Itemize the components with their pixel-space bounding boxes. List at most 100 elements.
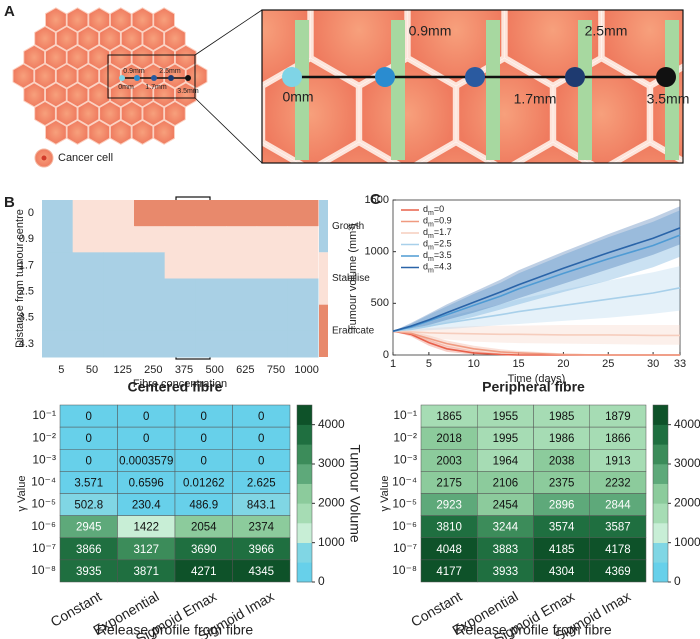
y-axis-label: γ Value <box>379 476 391 512</box>
colorbar-label: Stabilise <box>332 273 370 284</box>
cell <box>99 25 121 52</box>
cell-value: 2106 <box>493 477 519 489</box>
cell <box>420 142 492 163</box>
cell-value: 1865 <box>436 411 462 423</box>
cell <box>66 44 89 70</box>
panel-label: A <box>4 3 15 20</box>
cell <box>45 7 67 33</box>
distance-marker <box>375 67 395 87</box>
y-tick-label: 10⁻⁷ <box>32 541 56 555</box>
colorbar-frame <box>652 404 669 583</box>
heatmap-cell <box>589 559 647 583</box>
colorbar-step <box>297 523 312 543</box>
colorbar-step <box>653 424 668 445</box>
colorbar-step <box>297 444 312 465</box>
cell <box>55 25 78 52</box>
y-axis-label: γ Value <box>16 476 28 512</box>
confidence-band <box>393 331 680 355</box>
heatmap-cell <box>164 252 196 279</box>
distance-label: 2.5mm <box>159 68 181 75</box>
cell-value: 4304 <box>549 566 575 578</box>
colorbar-label: Eradicate <box>332 325 375 336</box>
cell <box>88 119 111 145</box>
cell <box>142 100 165 127</box>
cell <box>131 7 154 33</box>
y-tick-label: 10⁻² <box>32 430 56 444</box>
heatmap-cell <box>256 200 288 227</box>
heatmap-cell <box>256 278 288 306</box>
heatmap-cell <box>103 200 135 227</box>
heatmap-cell <box>232 559 291 583</box>
cell <box>45 82 67 108</box>
cell <box>23 44 46 70</box>
distance-label: 1.7mm <box>514 91 557 107</box>
heatmap-cell <box>134 252 166 279</box>
cell <box>131 119 154 145</box>
colorbar-step <box>297 405 312 425</box>
heatmap-cell <box>226 278 258 306</box>
y-tick-label: 1000 <box>365 246 389 258</box>
heatmap-cell <box>195 226 227 253</box>
cell-value: 1985 <box>549 411 575 423</box>
cell <box>34 100 56 127</box>
cell <box>120 63 143 89</box>
cell <box>456 58 553 163</box>
x-axis-label: Release profile from fibre <box>97 622 254 638</box>
chart-title: Peripheral fibre <box>482 379 585 395</box>
distance-label: 3.5mm <box>177 88 199 95</box>
distance-marker <box>134 75 140 81</box>
heatmap-cell <box>256 330 288 358</box>
cell-value: 2003 <box>436 455 462 467</box>
line <box>392 227 681 332</box>
x-tick-label: 5 <box>58 364 64 376</box>
x-tick-label: 125 <box>113 364 131 376</box>
cell-value: 0 <box>143 411 149 423</box>
legend-label: dm=0.9 <box>423 216 452 228</box>
cell <box>262 58 359 163</box>
distance-label: 2.5mm <box>585 23 628 39</box>
distance-marker <box>282 67 302 87</box>
zoom-frame <box>261 9 684 164</box>
heatmap-cell <box>287 252 319 279</box>
cell <box>88 82 111 108</box>
cell <box>77 63 100 89</box>
heatmap-cell <box>134 330 166 358</box>
cell <box>504 10 602 86</box>
heatmap-cell <box>72 226 104 253</box>
cell <box>120 25 143 52</box>
x-tick-label: 20 <box>557 358 569 370</box>
cell-value: 1986 <box>549 433 575 445</box>
x-tick-label: 250 <box>144 364 162 376</box>
cell-value: 2018 <box>436 433 462 445</box>
heatmap-cell <box>42 330 74 358</box>
fibre <box>295 20 309 160</box>
confidence-band <box>393 206 680 332</box>
distance-marker <box>565 67 585 87</box>
cell-value: 2375 <box>549 477 575 489</box>
colorbar-step <box>653 562 668 583</box>
colorbar-step <box>297 424 312 445</box>
y-tick-label: 10⁻⁸ <box>392 563 417 577</box>
x-tick-label: 10 <box>468 358 480 370</box>
distance-marker <box>168 75 174 81</box>
cell-value: 0.6596 <box>129 477 164 489</box>
cell-value: 3883 <box>493 544 519 556</box>
heatmap-cell <box>164 200 196 227</box>
cell-value: 1879 <box>605 411 631 423</box>
cell-value: 0 <box>86 433 92 445</box>
cell <box>109 82 132 108</box>
colorbar-step <box>297 483 312 504</box>
colorbar-step <box>319 200 328 253</box>
heatmap-cell <box>72 252 104 279</box>
x-axis-label: Release profile from fibre <box>455 622 612 638</box>
heatmap-cell <box>103 252 135 279</box>
cell-value: 3866 <box>76 544 102 556</box>
cell-value: 1964 <box>493 455 519 467</box>
cell-value: 0 <box>201 411 207 423</box>
heatmap-cell <box>195 252 227 279</box>
y-tick-label: 1.7 <box>19 259 34 271</box>
heatmap-cell <box>42 226 74 253</box>
cell-value: 2945 <box>76 522 102 534</box>
cell <box>131 82 154 108</box>
heatmap-cell <box>226 200 258 227</box>
